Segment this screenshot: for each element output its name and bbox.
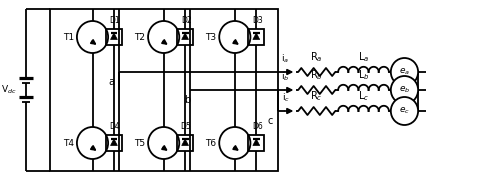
- Text: L$_c$: L$_c$: [358, 89, 369, 103]
- Text: D4: D4: [110, 122, 120, 131]
- Text: e$_b$: e$_b$: [399, 85, 410, 95]
- Text: V$_{dc}$: V$_{dc}$: [1, 84, 16, 96]
- Circle shape: [77, 127, 108, 159]
- Text: b: b: [184, 95, 190, 105]
- Text: e$_c$: e$_c$: [399, 106, 410, 116]
- Circle shape: [77, 21, 108, 53]
- Bar: [178, 135, 193, 151]
- Text: D6: D6: [252, 122, 262, 131]
- Circle shape: [219, 127, 250, 159]
- Bar: [106, 135, 122, 151]
- Text: D3: D3: [252, 16, 262, 25]
- Bar: [178, 29, 193, 45]
- Polygon shape: [110, 139, 117, 146]
- Text: D2: D2: [181, 16, 192, 25]
- Text: T2: T2: [134, 33, 145, 42]
- Text: L$_b$: L$_b$: [358, 68, 370, 82]
- Polygon shape: [182, 33, 188, 40]
- Text: D1: D1: [110, 16, 120, 25]
- Circle shape: [391, 97, 418, 125]
- Text: T3: T3: [205, 33, 216, 42]
- Text: D5: D5: [180, 122, 192, 131]
- Circle shape: [219, 21, 250, 53]
- Circle shape: [391, 58, 418, 86]
- Text: a: a: [108, 77, 114, 87]
- Bar: [248, 29, 264, 45]
- Text: e$_a$: e$_a$: [399, 67, 410, 77]
- Text: T4: T4: [63, 139, 74, 147]
- Text: R$_b$: R$_b$: [310, 68, 323, 82]
- Polygon shape: [253, 139, 260, 146]
- Bar: [106, 29, 122, 45]
- Text: i$_a$: i$_a$: [282, 52, 290, 65]
- Text: i$_b$: i$_b$: [282, 71, 290, 83]
- Text: L$_a$: L$_a$: [358, 50, 369, 64]
- Text: i$_c$: i$_c$: [282, 91, 290, 104]
- Polygon shape: [253, 33, 260, 40]
- Bar: [248, 135, 264, 151]
- Text: T5: T5: [134, 139, 145, 147]
- Text: c: c: [267, 116, 272, 126]
- Circle shape: [391, 76, 418, 104]
- Polygon shape: [182, 139, 188, 146]
- Text: R$_a$: R$_a$: [310, 50, 323, 64]
- Text: T1: T1: [63, 33, 74, 42]
- Circle shape: [148, 127, 180, 159]
- Text: T6: T6: [205, 139, 216, 147]
- Text: R$_c$: R$_c$: [310, 89, 323, 103]
- Bar: [50, 9, 278, 171]
- Circle shape: [148, 21, 180, 53]
- Polygon shape: [110, 33, 117, 40]
